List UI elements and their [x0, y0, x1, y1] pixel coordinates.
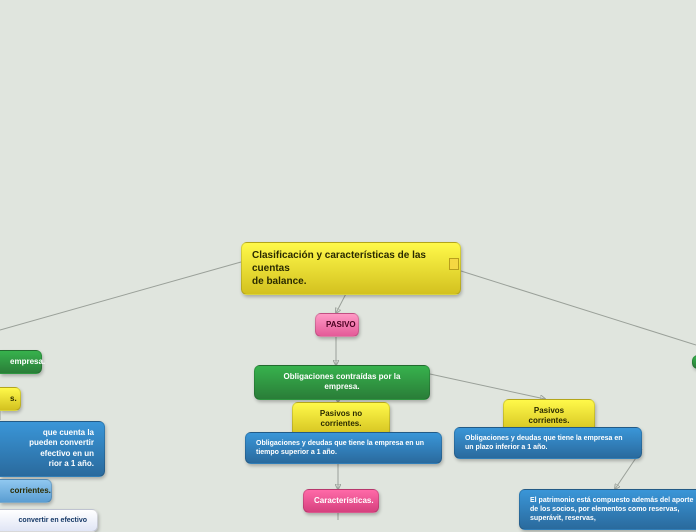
node-caracteristicas[interactable]: Características. — [303, 489, 379, 513]
node-nocorrdesc[interactable]: Obligaciones y deudas que tiene la empre… — [245, 432, 442, 464]
node-empresa[interactable]: empresa. — [0, 350, 42, 374]
node-convertir[interactable]: que cuenta la pueden convertir efectivo … — [0, 421, 105, 477]
node-convertir2[interactable]: convertir en efectivo — [0, 509, 98, 532]
node-root[interactable]: Clasificación y características de las c… — [241, 242, 461, 295]
node-pasivo[interactable]: PASIVO — [315, 313, 359, 337]
node-dots[interactable]: s. — [0, 387, 21, 411]
node-obligaciones[interactable]: Obligaciones contraídas por la empresa. — [254, 365, 430, 400]
node-patrimonio[interactable]: El patrimonio está compuesto además del … — [519, 489, 696, 530]
node-corrdesc[interactable]: Obligaciones y deudas que tiene la empre… — [454, 427, 642, 459]
note-icon — [449, 258, 459, 270]
node-corrientes2[interactable]: corrientes. — [0, 479, 52, 503]
node-rightclip[interactable] — [692, 355, 696, 369]
